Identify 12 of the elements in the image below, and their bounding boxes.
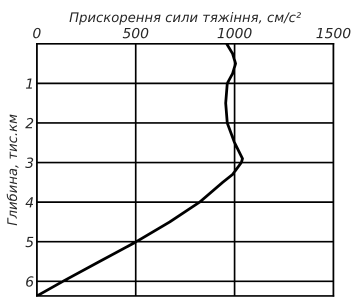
- y-tick-label: 2: [25, 118, 34, 128]
- y-tick-label: 5: [26, 236, 34, 248]
- y-tick-label: 4: [25, 197, 34, 208]
- y-axis-title: Глибина, тис.км: [6, 114, 18, 226]
- y-tick-label: 3: [25, 158, 34, 168]
- x-tick-label: 1500: [316, 28, 350, 38]
- y-tick-label: 6: [26, 276, 34, 287]
- x-tick-label: 0: [33, 28, 41, 38]
- x-tick-label: 1000: [218, 28, 252, 38]
- x-axis-title: Прискорення сили тяжіння, см/с²: [70, 12, 301, 25]
- x-tick-label: 500: [122, 28, 148, 38]
- y-tick-label: 1: [26, 78, 32, 89]
